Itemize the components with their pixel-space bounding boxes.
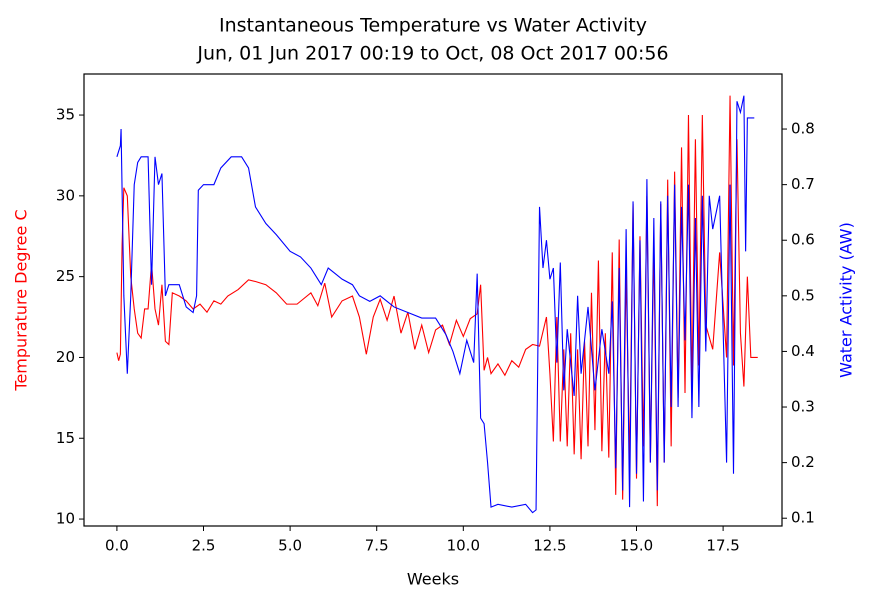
y2-tick-label: 0.2 bbox=[791, 453, 815, 471]
chart-title: Instantaneous Temperature vs Water Activ… bbox=[219, 15, 647, 37]
x-tick-label: 15.0 bbox=[620, 537, 653, 555]
series-line bbox=[116, 95, 758, 507]
x-tick-label: 10.0 bbox=[447, 537, 480, 555]
x-axis-label: Weeks bbox=[407, 570, 459, 589]
y-tick-label: 30 bbox=[56, 186, 75, 204]
y2-tick-label: 0.6 bbox=[791, 231, 815, 249]
x-tick-label: 17.5 bbox=[706, 537, 739, 555]
series-line bbox=[116, 95, 755, 514]
plot-area bbox=[116, 95, 758, 514]
y2-axis-label: Water Activity (AW) bbox=[837, 222, 856, 378]
y-tick-label: 35 bbox=[56, 106, 75, 124]
y2-tick-label: 0.3 bbox=[791, 398, 815, 416]
plot-frame bbox=[83, 73, 783, 527]
x-tick-label: 5.0 bbox=[278, 537, 302, 555]
y2-tick-label: 0.4 bbox=[791, 342, 815, 360]
y-axis-label: Tempurature Degree C bbox=[12, 209, 31, 391]
x-tick-label: 2.5 bbox=[192, 537, 216, 555]
y2-tick-label: 0.1 bbox=[791, 509, 815, 527]
y2-tick-label: 0.7 bbox=[791, 175, 815, 193]
y2-tick-label: 0.5 bbox=[791, 286, 815, 304]
y2-tick-label: 0.8 bbox=[791, 120, 815, 138]
y-tick-label: 20 bbox=[56, 348, 75, 366]
y-tick-label: 15 bbox=[56, 429, 75, 447]
x-tick-label: 0.0 bbox=[105, 537, 129, 555]
x-tick-label: 7.5 bbox=[365, 537, 389, 555]
chart-subtitle: Jun, 01 Jun 2017 00:19 to Oct, 08 Oct 20… bbox=[196, 43, 668, 65]
x-tick-label: 12.5 bbox=[533, 537, 566, 555]
y-tick-label: 25 bbox=[56, 267, 75, 285]
y-tick-label: 10 bbox=[56, 510, 75, 528]
